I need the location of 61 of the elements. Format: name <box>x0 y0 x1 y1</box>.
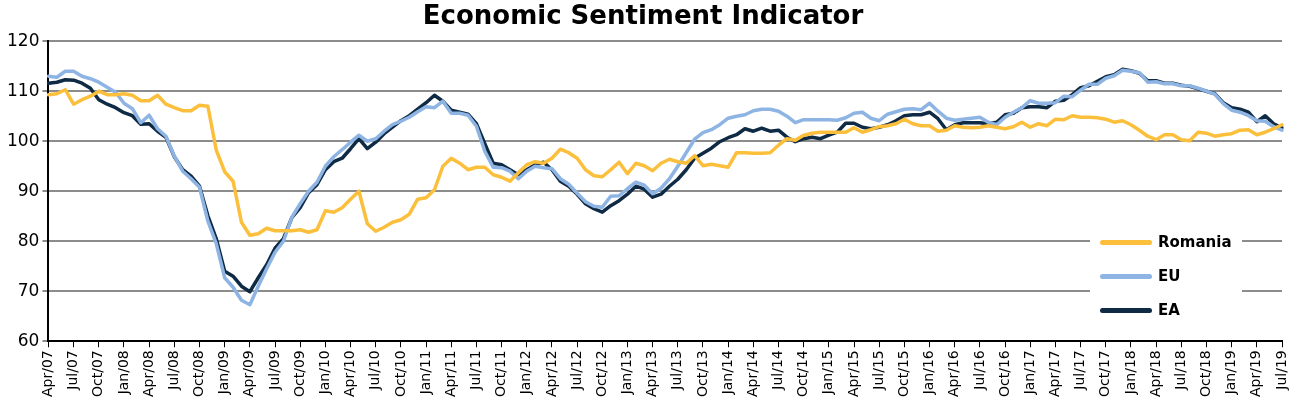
x-tick-label: Oct/10 <box>391 350 408 397</box>
x-tick-label: Jul/15 <box>869 350 886 391</box>
x-tick-label: Apr/11 <box>441 350 458 398</box>
x-tick-label: Jul/12 <box>567 350 584 391</box>
x-tick-label: Apr/15 <box>844 350 861 398</box>
x-tick-label: Oct/17 <box>1096 350 1113 397</box>
x-tick-label: Jul/16 <box>970 350 987 391</box>
x-tick-label: Oct/16 <box>995 350 1012 397</box>
x-tick-label: Apr/17 <box>1046 350 1063 398</box>
x-tick-label: Jul/08 <box>164 350 181 391</box>
y-tick-label: 60 <box>17 329 40 350</box>
x-tick-label: Apr/16 <box>945 350 962 398</box>
x-tick-label: Apr/18 <box>1146 350 1163 398</box>
y-tick-label: 110 <box>6 79 40 100</box>
y-tick-label: 120 <box>6 29 40 50</box>
y-tick-label: 80 <box>17 229 40 250</box>
x-tick-label: Apr/07 <box>39 350 56 398</box>
x-tick-label: Jan/10 <box>316 350 333 396</box>
x-tick-label: Jul/19 <box>1272 350 1289 391</box>
y-tick-label: 90 <box>17 179 40 200</box>
x-tick-label: Jan/09 <box>215 350 232 396</box>
x-tick-label: Jan/14 <box>718 350 735 396</box>
x-tick-label: Jul/14 <box>769 350 786 391</box>
x-tick-label: Jan/16 <box>920 350 937 396</box>
x-tick-label: Jul/11 <box>467 350 484 391</box>
x-tick-label: Oct/07 <box>89 350 106 397</box>
legend-label: EU <box>1158 267 1181 286</box>
x-tick-label: Apr/09 <box>240 350 257 398</box>
x-tick-label: Jan/19 <box>1222 350 1239 396</box>
chart-title: Economic Sentiment Indicator <box>422 0 864 31</box>
x-tick-label: Apr/08 <box>139 350 156 398</box>
x-tick-label: Apr/10 <box>341 350 358 398</box>
legend-label: Romania <box>1158 233 1232 252</box>
x-tick-label: Apr/19 <box>1247 350 1264 398</box>
legend-label: EA <box>1158 301 1180 320</box>
x-tick-label: Jul/10 <box>366 350 383 391</box>
x-tick-label: Oct/12 <box>592 350 609 397</box>
x-tick-label: Jan/12 <box>517 350 534 396</box>
x-tick-label: Jul/09 <box>265 350 282 391</box>
x-tick-label: Jul/17 <box>1071 350 1088 391</box>
x-tick-label: Oct/15 <box>895 350 912 397</box>
x-tick-label: Oct/14 <box>794 350 811 397</box>
y-tick-label: 100 <box>6 129 40 150</box>
x-tick-label: Jul/18 <box>1171 350 1188 391</box>
x-tick-label: Oct/09 <box>290 350 307 397</box>
x-tick-label: Apr/13 <box>643 350 660 398</box>
y-tick-label: 70 <box>17 279 40 300</box>
x-tick-label: Jan/08 <box>114 350 131 396</box>
x-tick-label: Jul/13 <box>668 350 685 391</box>
x-tick-label: Jul/07 <box>64 350 81 391</box>
x-tick-label: Jan/18 <box>1121 350 1138 396</box>
x-tick-label: Oct/18 <box>1197 350 1214 397</box>
x-tick-label: Oct/11 <box>492 350 509 397</box>
x-tick-label: Jan/11 <box>416 350 433 396</box>
x-tick-label: Jan/13 <box>618 350 635 396</box>
x-tick-label: Jan/15 <box>819 350 836 396</box>
x-tick-label: Oct/08 <box>190 350 207 397</box>
x-tick-label: Oct/13 <box>693 350 710 397</box>
x-tick-label: Apr/12 <box>542 350 559 398</box>
x-tick-label: Jan/17 <box>1020 350 1037 396</box>
x-tick-label: Apr/14 <box>743 350 760 398</box>
